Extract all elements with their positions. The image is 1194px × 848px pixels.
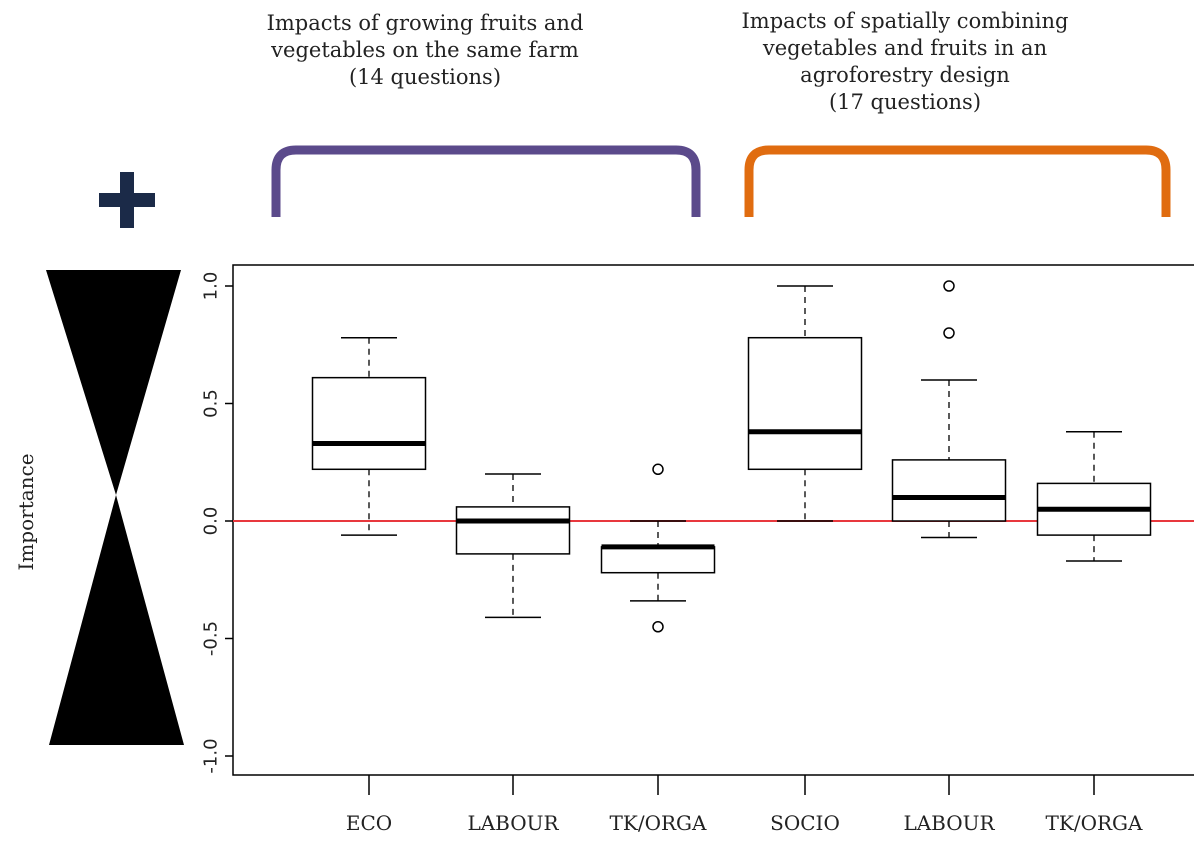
- x-category-label: SOCIO: [770, 811, 840, 835]
- plus-icon: [99, 172, 155, 228]
- group-bracket-farm: [271, 145, 701, 217]
- group-title-farm: Impacts of growing fruits and vegetables…: [266, 11, 584, 89]
- box-labour: [455, 473, 571, 619]
- boxes-group: [311, 280, 1152, 633]
- x-category-label: LABOUR: [467, 811, 559, 835]
- x-category-label: ECO: [346, 811, 392, 835]
- y-tick-label: -1.0: [201, 738, 222, 773]
- box-tk-orga: [600, 463, 716, 633]
- box-iqr: [455, 506, 571, 555]
- x-category-label: LABOUR: [903, 811, 995, 835]
- box-labour: [891, 280, 1007, 539]
- x-axis: ECO LABOUR TK/ORGA SOCIO LABOUR TK/ORGA: [346, 775, 1143, 835]
- outlier-point: [652, 463, 664, 476]
- outlier-point: [652, 621, 664, 633]
- box-iqr: [891, 459, 1007, 522]
- y-axis: -1.0 -0.5 0.0 0.5 1.0: [201, 272, 233, 774]
- y-tick-label: 0.5: [201, 389, 222, 418]
- x-category-label: TK/ORGA: [610, 811, 707, 835]
- y-tick-label: 0.0: [201, 507, 222, 536]
- group-title-agroforestry: Impacts of spatially combining vegetable…: [741, 9, 1069, 114]
- box-tk-orga: [1036, 430, 1152, 562]
- box-iqr: [747, 336, 863, 471]
- box-iqr: [311, 376, 427, 471]
- group-bracket-agroforestry: [744, 145, 1171, 217]
- x-category-label: TK/ORGA: [1046, 811, 1143, 835]
- box-eco: [311, 336, 427, 536]
- outlier-point: [943, 327, 955, 339]
- box-iqr: [600, 546, 716, 574]
- y-tick-label: 1.0: [201, 272, 222, 301]
- box-socio: [747, 285, 863, 522]
- outlier-point: [943, 280, 955, 292]
- importance-hourglass-icon: [46, 270, 184, 745]
- y-tick-label: -0.5: [201, 621, 222, 656]
